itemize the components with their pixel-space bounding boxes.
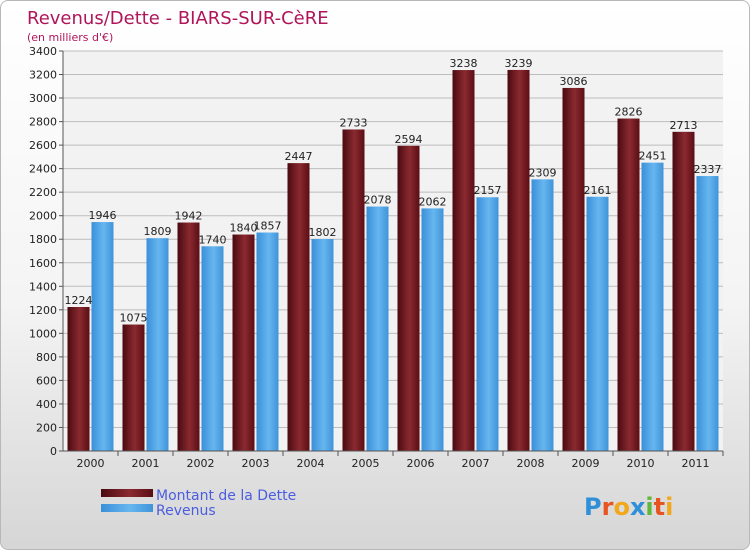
bar-revenus (311, 239, 334, 451)
data-label-dette: 1942 (175, 210, 203, 223)
bar-dette (232, 234, 255, 451)
data-label-dette: 2826 (615, 106, 643, 119)
data-label-dette: 2713 (670, 119, 698, 132)
y-tick-label: 2000 (29, 210, 57, 223)
x-tick-label: 2009 (572, 457, 600, 470)
data-label-revenus: 2062 (419, 195, 447, 208)
y-tick-label: 2600 (29, 139, 57, 152)
data-label-dette: 3239 (505, 57, 533, 70)
data-label-revenus: 1809 (144, 225, 172, 238)
plot-area (63, 51, 723, 451)
data-label-dette: 3238 (450, 57, 478, 70)
chart-subtitle: (en milliers d'€) (27, 31, 113, 44)
y-tick-label: 3400 (29, 45, 57, 58)
y-tick-label: 1000 (29, 327, 57, 340)
data-label-dette: 1075 (120, 312, 148, 325)
x-tick-label: 2011 (682, 457, 710, 470)
y-tick-label: 3000 (29, 92, 57, 105)
data-label-dette: 1224 (65, 294, 93, 307)
legend-label-dette: Montant de la Dette (156, 488, 296, 504)
proxiti-logo-text: Proxiti (584, 493, 673, 521)
bar-revenus (531, 179, 554, 451)
y-tick-label: 0 (50, 445, 57, 458)
data-label-revenus: 1740 (199, 233, 227, 246)
y-tick-label: 3200 (29, 69, 57, 82)
legend-swatch-revenus (101, 504, 153, 512)
y-tick-label: 1400 (29, 280, 57, 293)
data-label-dette: 2733 (340, 116, 368, 129)
data-label-revenus: 2337 (694, 163, 722, 176)
bar-revenus (586, 196, 609, 451)
x-tick-label: 2006 (407, 457, 435, 470)
bar-revenus (641, 162, 664, 451)
y-tick-label: 1200 (29, 304, 57, 317)
gridlines (63, 50, 723, 452)
bar-revenus (146, 238, 169, 451)
legend: Montant de la Dette Revenus (101, 488, 296, 519)
data-label-dette: 1840 (230, 222, 258, 235)
y-tick-label: 200 (36, 421, 57, 434)
y-tick-label: 2400 (29, 163, 57, 176)
y-tick-label: 2200 (29, 186, 57, 199)
data-label-dette: 3086 (560, 75, 588, 88)
plot-background (63, 51, 723, 451)
bar-revenus (476, 197, 499, 451)
x-tick-label: 2000 (77, 457, 105, 470)
bar-dette (67, 307, 90, 451)
x-tick-label: 2005 (352, 457, 380, 470)
bar-dette (452, 70, 475, 451)
data-label-revenus: 1802 (309, 226, 337, 239)
x-tick-label: 2008 (517, 457, 545, 470)
x-tick-label: 2010 (627, 457, 655, 470)
data-label-dette: 2447 (285, 150, 313, 163)
y-tick-label: 2800 (29, 116, 57, 129)
bar-dette (177, 222, 200, 451)
tick-labels: 0 200 400 600 800 1000 1200 1400 1600 1800 2000 220… (29, 45, 724, 470)
bar-dette (287, 163, 310, 451)
bar-dette (562, 87, 585, 452)
x-tick-label: 2002 (187, 457, 215, 470)
bar-revenus (421, 208, 444, 451)
bar-revenus (256, 232, 279, 451)
chart-title: Revenus/Dette - BIARS-SUR-CèRE (27, 8, 329, 29)
y-tick-label: 600 (36, 374, 57, 387)
bar-dette (617, 118, 640, 451)
legend-label-revenus: Revenus (156, 503, 216, 519)
bars (67, 69, 719, 452)
bar-dette (342, 129, 365, 451)
bar-dette (397, 145, 420, 451)
data-label-revenus: 2157 (474, 184, 502, 197)
data-label-dette: 2594 (395, 133, 423, 146)
bar-revenus (91, 222, 114, 451)
x-tick-label: 2003 (242, 457, 270, 470)
x-tick-label: 2007 (462, 457, 490, 470)
bar-revenus (366, 206, 389, 451)
legend-swatch-dette (101, 489, 153, 497)
data-label-revenus: 2078 (364, 194, 392, 207)
x-tick-label: 2004 (297, 457, 325, 470)
data-label-revenus: 2451 (639, 150, 667, 163)
y-tick-label: 1800 (29, 233, 57, 246)
data-label-revenus: 1857 (254, 220, 282, 233)
y-tick-label: 1600 (29, 257, 57, 270)
proxiti-logo: Proxiti (584, 493, 673, 521)
data-label-revenus: 2309 (529, 166, 557, 179)
data-label-revenus: 1946 (89, 209, 117, 222)
bar-revenus (696, 176, 719, 451)
bar-revenus (201, 246, 224, 451)
bar-dette (507, 69, 530, 452)
bar-dette (672, 131, 695, 451)
y-tick-label: 800 (36, 351, 57, 364)
bar-dette (122, 324, 145, 451)
x-tick-label: 2001 (132, 457, 160, 470)
y-tick-label: 400 (36, 398, 57, 411)
data-label-revenus: 2161 (584, 184, 612, 197)
